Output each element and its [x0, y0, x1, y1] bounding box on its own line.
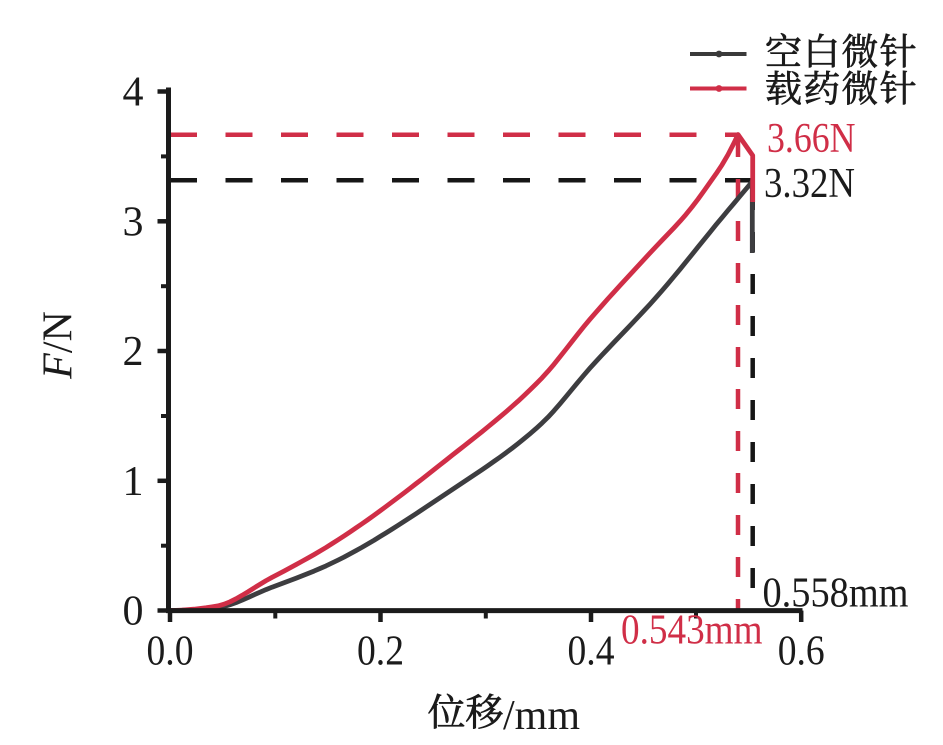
svg-text:0.558mm: 0.558mm [763, 571, 909, 617]
svg-text:/mm: /mm [503, 693, 580, 739]
svg-text:1: 1 [123, 459, 144, 505]
svg-text:F/N: F/N [36, 311, 82, 380]
svg-text:0: 0 [123, 589, 144, 635]
svg-text:0.4: 0.4 [568, 629, 615, 675]
svg-text:3.66N: 3.66N [767, 116, 856, 162]
svg-text:0.543mm: 0.543mm [621, 608, 763, 654]
svg-text:0.2: 0.2 [357, 629, 404, 675]
svg-text:3: 3 [123, 199, 144, 245]
svg-text:0.6: 0.6 [778, 629, 825, 675]
svg-text:4: 4 [123, 70, 144, 116]
svg-text:0.0: 0.0 [147, 629, 194, 675]
svg-text:2: 2 [123, 329, 144, 375]
svg-text:3.32N: 3.32N [764, 161, 855, 207]
